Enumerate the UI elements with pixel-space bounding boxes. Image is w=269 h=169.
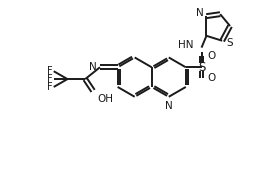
Text: S: S — [198, 61, 205, 74]
Text: F: F — [47, 82, 53, 92]
Text: O: O — [207, 73, 216, 83]
Text: F: F — [47, 66, 53, 76]
Text: O: O — [207, 52, 216, 62]
Text: S: S — [226, 38, 233, 48]
Text: N: N — [196, 8, 203, 18]
Text: F: F — [47, 74, 53, 84]
Text: OH: OH — [97, 94, 113, 104]
Text: N: N — [89, 62, 97, 72]
Text: N: N — [165, 101, 173, 111]
Text: HN: HN — [178, 40, 194, 50]
